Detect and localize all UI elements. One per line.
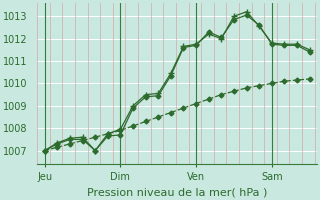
X-axis label: Pression niveau de la mer( hPa ): Pression niveau de la mer( hPa ) bbox=[87, 187, 268, 197]
